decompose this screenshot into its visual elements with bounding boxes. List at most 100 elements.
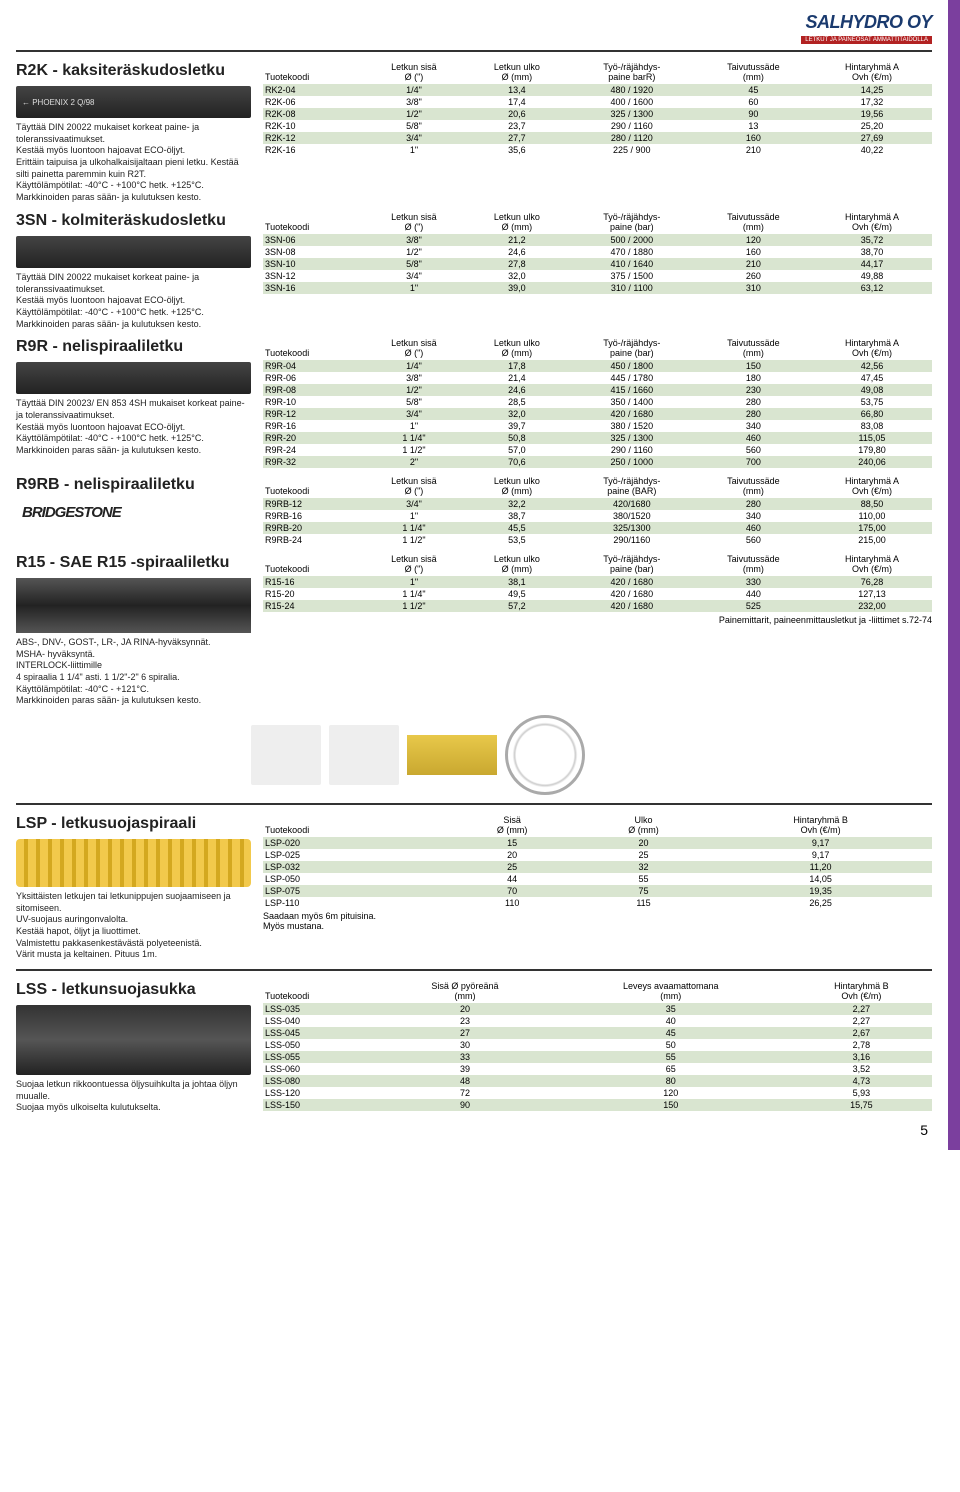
table-cell: LSS-150 xyxy=(263,1099,379,1111)
table-header: Letkun ulkoØ (mm) xyxy=(465,62,569,84)
section-left: LSS - letkunsuojasukkaSuojaa letkun rikk… xyxy=(16,981,251,1114)
table-cell: 420 / 1680 xyxy=(569,408,695,420)
table-header: Hintaryhmä AOvh (€/m) xyxy=(812,554,932,576)
table-cell: 28,5 xyxy=(465,396,569,408)
table-cell: 45 xyxy=(695,84,812,96)
table-cell: R9RB-20 xyxy=(263,522,363,534)
table-row: LSS-04527452,67 xyxy=(263,1027,932,1039)
table-cell: 27,8 xyxy=(465,258,569,270)
table-cell: 127,13 xyxy=(812,588,932,600)
logo-subtitle: LETKUT JA PAINEOSAT AMMATTITAIDOLLA xyxy=(801,36,932,44)
table-cell: 38,1 xyxy=(465,576,569,588)
table-cell: 25 xyxy=(447,861,578,873)
table-header: UlkoØ (mm) xyxy=(578,815,709,837)
hose-yellow-image xyxy=(407,735,497,775)
product-section: R2K - kaksiteräskudosletku← PHOENIX 2 Q/… xyxy=(16,62,932,204)
table-cell: 60 xyxy=(695,96,812,108)
table-row: LSP-11011011526,25 xyxy=(263,897,932,909)
table-cell: 3SN-12 xyxy=(263,270,363,282)
table-cell: R15-24 xyxy=(263,600,363,612)
table-row: LSP-050445514,05 xyxy=(263,873,932,885)
table-cell: 14,25 xyxy=(812,84,932,96)
table-cell: 42,56 xyxy=(812,360,932,372)
section-description: Yksittäisten letkujen tai letkunippujen … xyxy=(16,891,251,961)
table-cell: 230 xyxy=(695,384,812,396)
table-cell: 1" xyxy=(363,282,465,294)
table-note: Saadaan myös 6m pituisina.Myös mustana. xyxy=(263,911,932,931)
table-header: Taivutussäde(mm) xyxy=(695,62,812,84)
table-cell: 240,06 xyxy=(812,456,932,468)
table-header: Hintaryhmä BOvh (€/m) xyxy=(791,981,932,1003)
hose-image xyxy=(16,578,251,633)
table-row: R9RB-201 1/4"45,5325/1300460175,00 xyxy=(263,522,932,534)
table-header: Tuotekoodi xyxy=(263,212,363,234)
table-cell: 380 / 1520 xyxy=(569,420,695,432)
table-cell: 35,72 xyxy=(812,234,932,246)
table-cell: 5/8" xyxy=(363,396,465,408)
table-cell: 50 xyxy=(551,1039,791,1051)
section-title: 3SN - kolmiteräskudosletku xyxy=(16,212,251,230)
table-cell: 49,5 xyxy=(465,588,569,600)
table-cell: 39 xyxy=(379,1063,550,1075)
table-cell: 280 xyxy=(695,498,812,510)
table-cell: LSP-020 xyxy=(263,837,447,849)
table-cell: RK2-04 xyxy=(263,84,363,96)
table-cell: 310 xyxy=(695,282,812,294)
table-cell: 350 / 1400 xyxy=(569,396,695,408)
table-cell: 3/8" xyxy=(363,372,465,384)
table-cell: 14,05 xyxy=(709,873,932,885)
table-cell: 32,0 xyxy=(465,408,569,420)
table-cell: 39,7 xyxy=(465,420,569,432)
table-cell: 32,0 xyxy=(465,270,569,282)
table-header: Hintaryhmä AOvh (€/m) xyxy=(812,62,932,84)
table-cell: 30 xyxy=(379,1039,550,1051)
table-cell: 115 xyxy=(578,897,709,909)
product-table: TuotekoodiLetkun sisäØ (")Letkun ulkoØ (… xyxy=(263,62,932,156)
product-section: LSS - letkunsuojasukkaSuojaa letkun rikk… xyxy=(16,981,932,1114)
hose-image: ← PHOENIX 2 Q/98 xyxy=(16,86,251,118)
table-row: LSS-03520352,27 xyxy=(263,1003,932,1015)
table-cell: 27 xyxy=(379,1027,550,1039)
table-cell: 24,6 xyxy=(465,384,569,396)
table-cell: R9R-16 xyxy=(263,420,363,432)
table-cell: 90 xyxy=(379,1099,550,1111)
hose-image xyxy=(16,236,251,268)
table-header: Hintaryhmä AOvh (€/m) xyxy=(812,476,932,498)
logo-name: SALHYDRO OY xyxy=(801,12,932,33)
section-divider xyxy=(16,969,932,971)
table-header: Tuotekoodi xyxy=(263,554,363,576)
table-cell: LSP-050 xyxy=(263,873,447,885)
table-row: R9R-123/4"32,0420 / 168028066,80 xyxy=(263,408,932,420)
table-cell: R15-20 xyxy=(263,588,363,600)
table-cell: 2" xyxy=(363,456,465,468)
side-bar xyxy=(948,0,960,1150)
product-table: TuotekoodiLetkun sisäØ (")Letkun ulkoØ (… xyxy=(263,554,932,612)
table-cell: 44,17 xyxy=(812,258,932,270)
table-cell: 1" xyxy=(363,510,465,522)
table-cell: 20 xyxy=(578,837,709,849)
section-description: Täyttää DIN 20022 mukaiset korkeat paine… xyxy=(16,272,251,330)
table-cell: LSS-060 xyxy=(263,1063,379,1075)
table-cell: 325 / 1300 xyxy=(569,108,695,120)
table-cell: LSS-120 xyxy=(263,1087,379,1099)
section-description: Täyttää DIN 20022 mukaiset korkeat paine… xyxy=(16,122,251,204)
table-cell: 25,20 xyxy=(812,120,932,132)
table-row: R9R-201 1/4"50,8325 / 1300460115,05 xyxy=(263,432,932,444)
table-cell: LSP-075 xyxy=(263,885,447,897)
table-cell: LSS-080 xyxy=(263,1075,379,1087)
table-cell: 21,4 xyxy=(465,372,569,384)
table-header: Letkun sisäØ (") xyxy=(363,476,465,498)
table-row: R9R-041/4"17,8450 / 180015042,56 xyxy=(263,360,932,372)
table-cell: R9R-04 xyxy=(263,360,363,372)
table-cell: 57,2 xyxy=(465,600,569,612)
table-header: Letkun sisäØ (") xyxy=(363,62,465,84)
table-header: Tuotekoodi xyxy=(263,981,379,1003)
table-cell: 440 xyxy=(695,588,812,600)
table-cell: 280 xyxy=(695,396,812,408)
table-cell: 232,00 xyxy=(812,600,932,612)
table-cell: LSP-025 xyxy=(263,849,447,861)
section-left: R9RB - nelispiraaliletkuBRIDGESTONE xyxy=(16,476,251,546)
table-cell: 1 1/2" xyxy=(363,534,465,546)
hose-image xyxy=(16,362,251,394)
table-cell: 375 / 1500 xyxy=(569,270,695,282)
